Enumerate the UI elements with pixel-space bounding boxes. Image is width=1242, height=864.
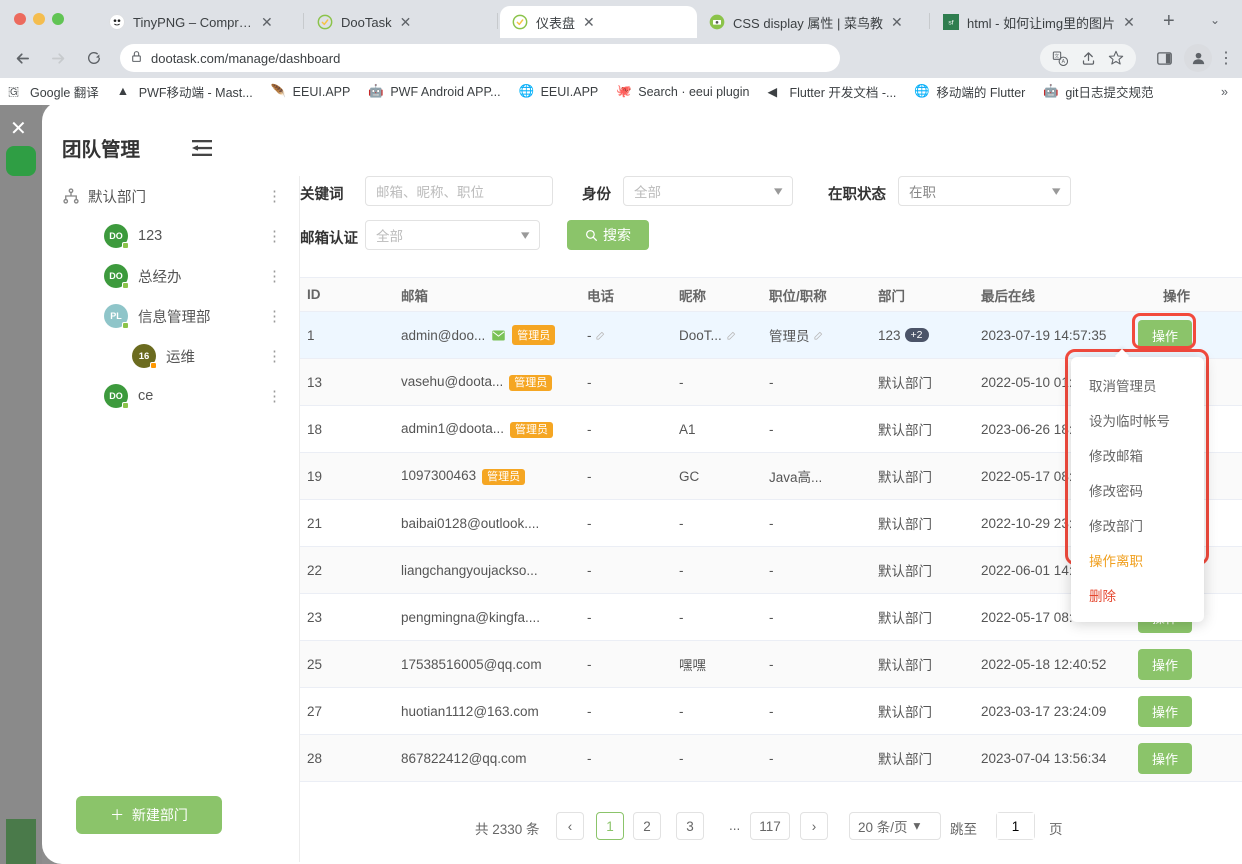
svg-text:sf: sf [948,20,953,27]
svg-text:文: 文 [1055,53,1060,60]
svg-text:A: A [1062,59,1066,65]
